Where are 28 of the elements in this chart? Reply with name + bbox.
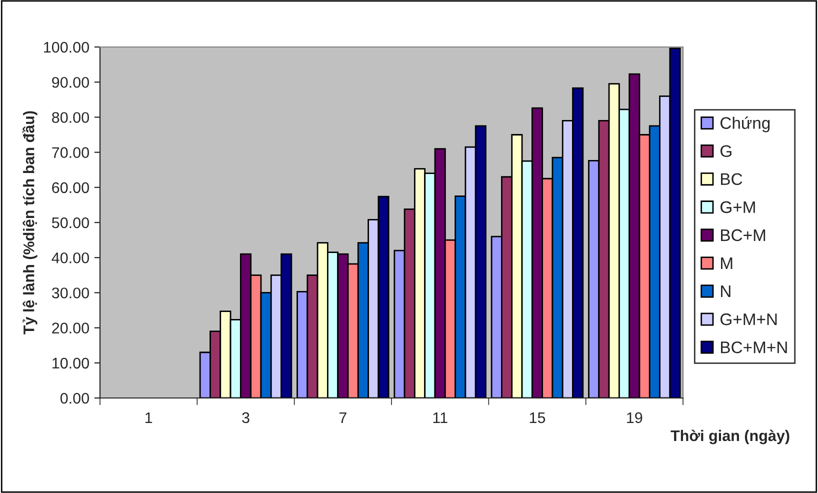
x-tick-label: 3	[242, 412, 250, 424]
y-tick-label: 10.00	[52, 358, 89, 369]
y-tick-label: 80.00	[52, 112, 89, 123]
legend-label: G	[720, 145, 732, 157]
legend-label: N	[721, 286, 730, 298]
y-tick-label: 100.00	[44, 42, 89, 53]
legend-label: Chứng	[720, 116, 770, 132]
y-tick-label: 60.00	[52, 182, 89, 194]
y-tick-label: 20.00	[52, 322, 89, 334]
legend-label: G+M	[720, 201, 755, 214]
y-tick-label: 40.00	[52, 252, 89, 264]
y-axis-title: Tỷ lệ lành (%diện tích ban đầu)	[22, 111, 38, 334]
legend-label: BC+M+N	[721, 341, 787, 354]
y-tick-label: 30.00	[52, 288, 89, 298]
x-tick-label: 11	[433, 412, 448, 423]
y-tick-label: 0.00	[60, 392, 89, 404]
x-tick-label: 19	[627, 412, 642, 424]
legend-label: G+M+N	[720, 313, 777, 326]
x-axis-title: Thời gian (ngày)	[670, 430, 790, 444]
x-tick-label: 7	[339, 412, 346, 423]
x-tick-label: 15	[530, 412, 546, 424]
y-tick-label: 50.00	[52, 217, 89, 228]
legend-label: M	[721, 258, 732, 269]
legend-label: BC+M	[721, 229, 766, 242]
x-tick-label: 1	[146, 412, 152, 423]
legend-label: BC	[721, 173, 742, 186]
y-tick-label: 70.00	[52, 147, 89, 158]
y-tick-label: 90.00	[52, 76, 89, 88]
